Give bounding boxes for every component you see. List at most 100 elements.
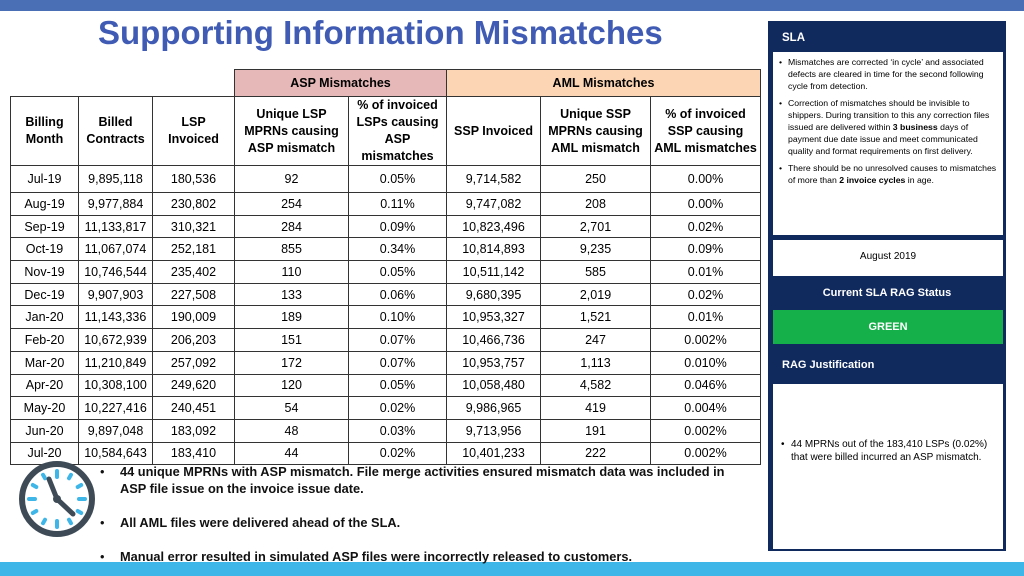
- cell-lsp-invoiced: 180,536: [152, 165, 235, 193]
- sla-bullet-bold: 3 business: [892, 122, 938, 132]
- cell-unique-ssp-mprns: 419: [540, 396, 651, 420]
- cell-lsp-invoiced: 310,321: [152, 214, 235, 239]
- note-manual-error: Manual error resulted in simulated ASP f…: [100, 548, 740, 565]
- cell-pct-ssp: 0.004%: [650, 396, 761, 420]
- cell-billing-month: Sep-19: [10, 214, 79, 239]
- cell-unique-ssp-mprns: 208: [540, 192, 651, 216]
- cell-ssp-invoiced: 9,747,082: [446, 192, 541, 216]
- cell-ssp-invoiced: 10,953,757: [446, 350, 541, 375]
- cell-billed-contracts: 10,308,100: [78, 373, 153, 398]
- cell-billed-contracts: 11,143,336: [78, 305, 153, 330]
- cell-billing-month: Aug-19: [10, 192, 79, 216]
- cell-unique-lsp-mprns: 151: [234, 328, 349, 352]
- cell-billed-contracts: 10,227,416: [78, 396, 153, 420]
- cell-ssp-invoiced: 9,714,582: [446, 165, 541, 193]
- cell-unique-lsp-mprns: 189: [234, 305, 349, 330]
- cell-unique-ssp-mprns: 2,019: [540, 282, 651, 307]
- cell-pct-ssp: 0.01%: [650, 305, 761, 330]
- column-header-row: Billing Month Billed Contracts LSP Invoice…: [10, 96, 761, 166]
- cell-pct-lsp: 0.09%: [348, 214, 447, 239]
- cell-pct-lsp: 0.05%: [348, 373, 447, 398]
- cell-ssp-invoiced: 9,986,965: [446, 396, 541, 420]
- cell-billed-contracts: 11,210,849: [78, 350, 153, 375]
- cell-unique-lsp-mprns: 54: [234, 396, 349, 420]
- cell-ssp-invoiced: 10,511,142: [446, 260, 541, 284]
- header-lsp-invoiced: LSP Invoiced: [152, 96, 235, 166]
- header-billed-contracts: Billed Contracts: [78, 96, 153, 166]
- sla-bullet: There should be no unresolved causes to …: [779, 162, 997, 186]
- cell-ssp-invoiced: 10,401,233: [446, 441, 541, 466]
- cell-unique-lsp-mprns: 44: [234, 441, 349, 466]
- table-row: Aug-19 9,977,884 230,802 254 0.11% 9,747,082 2…: [10, 192, 761, 216]
- clock-icon: [19, 461, 95, 537]
- header-billing-month: Billing Month: [10, 96, 79, 166]
- top-accent-bar: [0, 0, 1024, 11]
- cell-ssp-invoiced: 10,823,496: [446, 214, 541, 239]
- cell-unique-ssp-mprns: 1,521: [540, 305, 651, 330]
- sla-bullet-post: days of payment due date issue and meet …: [788, 122, 978, 156]
- cell-lsp-invoiced: 230,802: [152, 192, 235, 216]
- cell-billed-contracts: 10,672,939: [78, 328, 153, 352]
- cell-unique-lsp-mprns: 110: [234, 260, 349, 284]
- cell-lsp-invoiced: 183,092: [152, 418, 235, 443]
- cell-pct-ssp: 0.02%: [650, 282, 761, 307]
- cell-ssp-invoiced: 10,953,327: [446, 305, 541, 330]
- asp-mismatches-header: ASP Mismatches: [234, 69, 447, 97]
- cell-pct-lsp: 0.34%: [348, 237, 447, 262]
- table-body: Jul-19 9,895,118 180,536 92 0.05% 9,714,582 25…: [10, 165, 761, 466]
- rag-status-badge: GREEN: [773, 310, 1003, 344]
- cell-billed-contracts: 10,746,544: [78, 260, 153, 284]
- rag-justification-text: 44 MPRNs out of the 183,410 LSPs (0.02%)…: [781, 438, 995, 464]
- cell-billed-contracts: 10,584,643: [78, 441, 153, 466]
- rag-status-heading: Current SLA RAG Status: [822, 287, 952, 299]
- sla-bullet: Correction of mismatches should be invis…: [779, 97, 997, 157]
- cell-unique-ssp-mprns: 222: [540, 441, 651, 466]
- header-unique-ssp-mprns: Unique SSP MPRNs causing AML mismatch: [540, 96, 651, 166]
- cell-unique-ssp-mprns: 4,582: [540, 373, 651, 398]
- note-aml-delivery: All AML files were delivered ahead of th…: [100, 514, 740, 531]
- cell-pct-ssp: 0.002%: [650, 328, 761, 352]
- cell-billed-contracts: 9,897,048: [78, 418, 153, 443]
- cell-pct-lsp: 0.07%: [348, 328, 447, 352]
- cell-unique-ssp-mprns: 9,235: [540, 237, 651, 262]
- cell-billed-contracts: 9,977,884: [78, 192, 153, 216]
- target-date-value: August 2019: [773, 240, 1003, 276]
- cell-pct-lsp: 0.03%: [348, 418, 447, 443]
- table-row: Oct-19 11,067,074 252,181 855 0.34% 10,814,89…: [10, 237, 761, 262]
- table-row: Nov-19 10,746,544 235,402 110 0.05% 10,511,14…: [10, 260, 761, 284]
- sla-bullet-post: in age.: [905, 175, 934, 185]
- rag-justification-heading: RAG Justification: [782, 359, 875, 371]
- cell-ssp-invoiced: 9,713,956: [446, 418, 541, 443]
- cell-unique-ssp-mprns: 585: [540, 260, 651, 284]
- table-row: Mar-20 11,210,849 257,092 172 0.07% 10,953,75…: [10, 350, 761, 375]
- cell-ssp-invoiced: 10,466,736: [446, 328, 541, 352]
- cell-billing-month: Apr-20: [10, 373, 79, 398]
- cell-pct-lsp: 0.02%: [348, 396, 447, 420]
- cell-billing-month: May-20: [10, 396, 79, 420]
- cell-billing-month: Nov-19: [10, 260, 79, 284]
- cell-pct-lsp: 0.02%: [348, 441, 447, 466]
- table-row: Sep-19 11,133,817 310,321 284 0.09% 10,823,49…: [10, 214, 761, 239]
- cell-unique-lsp-mprns: 133: [234, 282, 349, 307]
- cell-pct-ssp: 0.01%: [650, 260, 761, 284]
- cell-lsp-invoiced: 206,203: [152, 328, 235, 352]
- cell-lsp-invoiced: 257,092: [152, 350, 235, 375]
- table-row: May-20 10,227,416 240,451 54 0.02% 9,986,965 4…: [10, 396, 761, 420]
- cell-billing-month: Jul-19: [10, 165, 79, 193]
- table-row: Apr-20 10,308,100 249,620 120 0.05% 10,058,48…: [10, 373, 761, 398]
- sla-bullet: Mismatches are corrected ‘in cycle’ and …: [779, 56, 997, 92]
- page-title: Supporting Information Mismatches: [98, 14, 663, 51]
- cell-lsp-invoiced: 252,181: [152, 237, 235, 262]
- cell-unique-ssp-mprns: 191: [540, 418, 651, 443]
- cell-unique-lsp-mprns: 855: [234, 237, 349, 262]
- cell-billing-month: Mar-20: [10, 350, 79, 375]
- cell-lsp-invoiced: 240,451: [152, 396, 235, 420]
- table-row: Jul-19 9,895,118 180,536 92 0.05% 9,714,582 25…: [10, 165, 761, 193]
- cell-pct-ssp: 0.046%: [650, 373, 761, 398]
- header-ssp-invoiced: SSP Invoiced: [446, 96, 541, 166]
- table-row: Dec-19 9,907,903 227,508 133 0.06% 9,680,395 2…: [10, 282, 761, 307]
- cell-pct-ssp: 0.010%: [650, 350, 761, 375]
- cell-unique-lsp-mprns: 120: [234, 373, 349, 398]
- cell-unique-ssp-mprns: 1,113: [540, 350, 651, 375]
- cell-billed-contracts: 11,133,817: [78, 214, 153, 239]
